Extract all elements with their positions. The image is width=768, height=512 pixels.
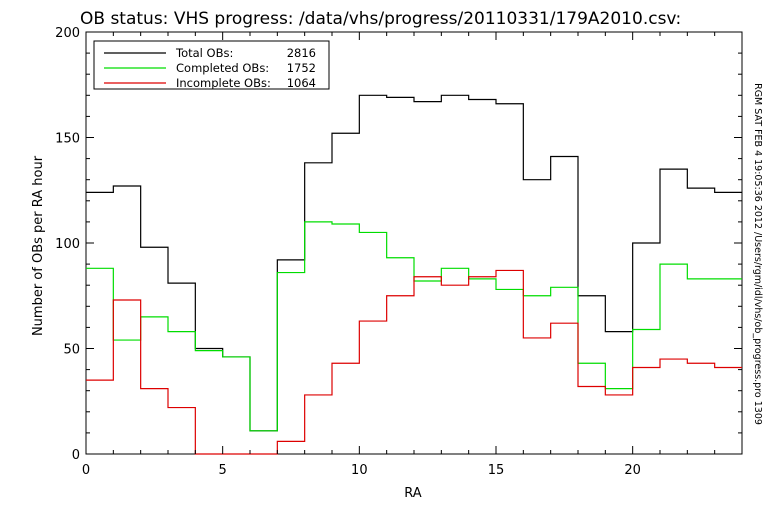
legend: Total OBs: 2816 Completed OBs: 1752 Incomple… — [93, 40, 330, 90]
legend-count-3: 1064 — [287, 76, 316, 90]
x-tick-label: 20 — [624, 463, 641, 478]
y-tick-label: 100 — [55, 237, 80, 252]
y-tick-label: 0 — [72, 448, 80, 463]
x-axis-label: RA — [404, 486, 422, 501]
series-line-3 — [86, 269, 742, 455]
x-tick-label: 5 — [219, 463, 227, 478]
legend-count-1: 2816 — [287, 46, 316, 60]
y-tick-label: 150 — [55, 132, 80, 147]
x-tick-label: 15 — [488, 463, 505, 478]
x-tick-label: 10 — [351, 463, 368, 478]
y-tick-label: 200 — [55, 26, 80, 41]
legend-box — [93, 40, 330, 90]
legend-label-3: Incomplete OBs: — [176, 76, 271, 90]
legend-label-2: Completed OBs: — [176, 61, 269, 75]
chart-title: OB status: VHS progress: /data/vhs/progr… — [80, 9, 681, 29]
series-line-2 — [86, 221, 742, 432]
x-tick-label: 0 — [82, 463, 90, 478]
legend-count-2: 1752 — [287, 61, 316, 75]
legend-label-1: Total OBs: — [175, 46, 233, 60]
series-layer — [86, 94, 742, 455]
y-axis-label: Number of OBs per RA hour — [31, 155, 46, 336]
y-tick-label: 50 — [63, 343, 80, 358]
side-annotation: RGM SAT FEB 4 19:05:36 2012 /Users/rgm/i… — [752, 83, 763, 425]
